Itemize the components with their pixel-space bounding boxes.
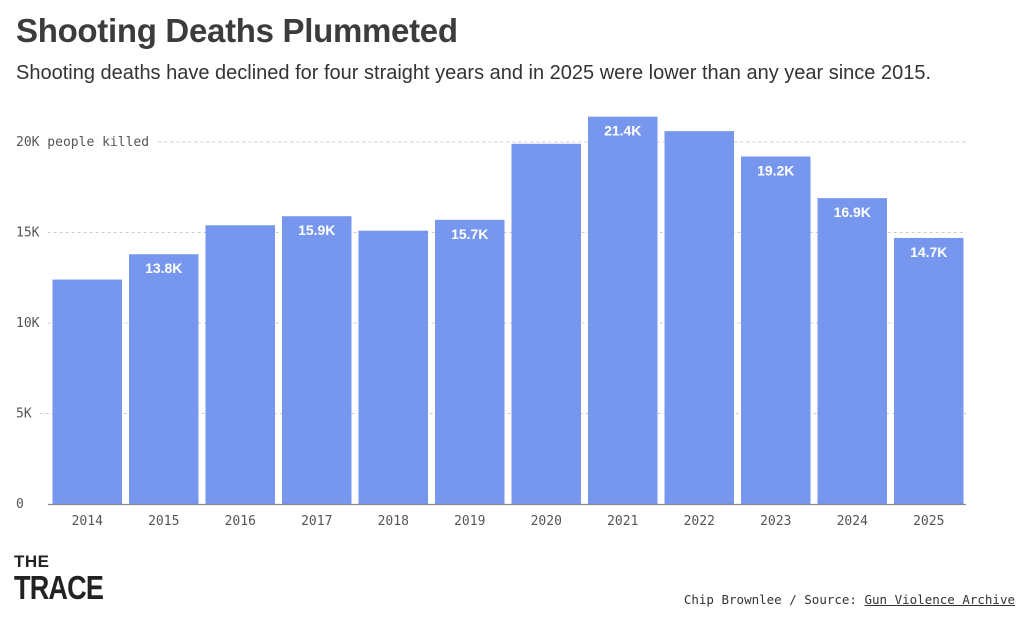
bar <box>588 116 658 504</box>
x-tick-label: 2022 <box>684 514 715 529</box>
y-tick-label: 10K <box>16 316 40 331</box>
x-tick-label: 2016 <box>225 514 256 529</box>
credit-prefix: Chip Brownlee / Source: <box>683 592 865 607</box>
x-tick-label: 2020 <box>531 514 562 529</box>
bar-value-label: 13.8K <box>145 260 182 276</box>
bar <box>282 216 352 504</box>
bar <box>52 279 122 504</box>
bar <box>894 237 964 504</box>
x-tick-label: 2017 <box>301 514 332 529</box>
bar <box>435 219 505 504</box>
bar <box>358 230 428 504</box>
the-trace-logo: THE TRACE <box>14 553 123 604</box>
x-tick-label: 2023 <box>760 514 791 529</box>
x-tick-label: 2024 <box>837 514 868 529</box>
x-tick-label: 2014 <box>72 514 103 529</box>
x-tick-label: 2019 <box>454 514 485 529</box>
bar-value-label: 19.2K <box>757 162 794 178</box>
bar <box>205 225 275 504</box>
y-tick-label: 20K people killed <box>16 135 149 150</box>
bar-value-label: 15.7K <box>451 226 488 242</box>
chart-subtitle: Shooting deaths have declined for four s… <box>16 62 932 84</box>
y-tick-label: 0 <box>16 497 24 512</box>
bar-value-label: 14.7K <box>910 244 947 260</box>
y-tick-label: 5K <box>16 407 32 422</box>
x-tick-label: 2021 <box>607 514 638 529</box>
bar <box>129 254 199 504</box>
logo-line-2: TRACE <box>14 569 104 606</box>
bar-value-label: 15.9K <box>298 222 335 238</box>
x-tick-label: 2025 <box>913 514 944 529</box>
y-tick-label: 15K <box>16 226 40 241</box>
source-link[interactable]: Gun Violence Archive <box>864 592 1015 607</box>
x-tick-label: 2015 <box>148 514 179 529</box>
bar <box>741 156 811 505</box>
credit-line: Chip Brownlee / Source: Gun Violence Arc… <box>684 592 1015 607</box>
bar <box>664 131 734 504</box>
bar-value-label: 16.9K <box>834 204 871 220</box>
bar <box>511 143 581 504</box>
chart-title: Shooting Deaths Plummeted <box>16 12 458 49</box>
bar <box>817 198 887 505</box>
bar-value-label: 21.4K <box>604 123 641 139</box>
x-tick-label: 2018 <box>378 514 409 529</box>
logo-line-1: THE <box>14 552 50 571</box>
